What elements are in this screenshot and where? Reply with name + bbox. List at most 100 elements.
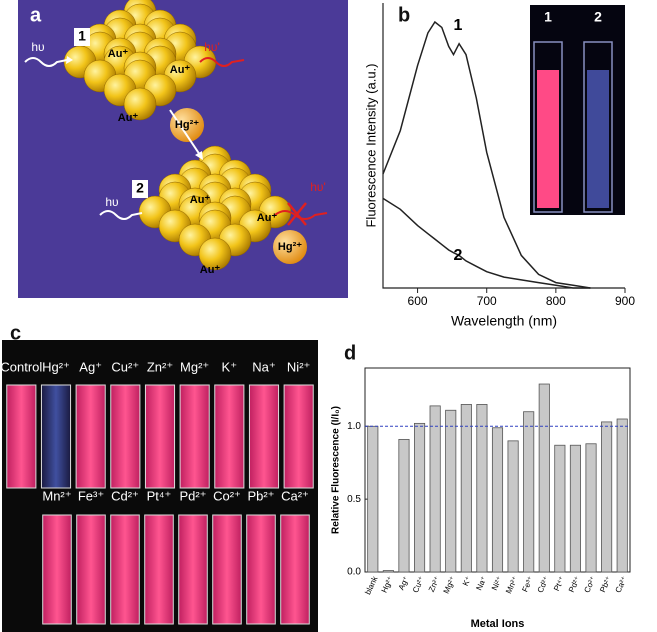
x-tick-label: 700 xyxy=(477,294,497,308)
vial-label: Zn²⁺ xyxy=(147,359,173,374)
bar xyxy=(569,444,581,573)
vial xyxy=(283,384,314,489)
gold-atom xyxy=(198,237,232,271)
transition-arrow xyxy=(169,109,201,156)
diagram-label: hυ' xyxy=(310,180,326,194)
bar xyxy=(507,440,519,573)
x-tick-label: Ca²⁺ xyxy=(614,575,629,594)
number-box xyxy=(74,28,90,46)
diagram-label: Au⁺ xyxy=(170,64,191,76)
bar xyxy=(460,404,472,573)
light-in xyxy=(99,210,143,220)
bar xyxy=(538,383,550,573)
x-axis-label: Metal Ions xyxy=(471,618,525,630)
bar xyxy=(523,411,535,573)
x-tick-label: Mn²⁺ xyxy=(504,575,520,595)
x-tick-label: 900 xyxy=(615,294,635,308)
vial xyxy=(76,514,106,625)
bar xyxy=(601,421,613,573)
x-tick-label: Mg²⁺ xyxy=(442,575,458,595)
axis-frame xyxy=(382,3,625,289)
bar xyxy=(382,570,394,573)
y-tick-label: 0.0 xyxy=(347,567,361,578)
x-tick-label: blank xyxy=(363,574,380,596)
bar xyxy=(585,443,597,573)
cross xyxy=(287,202,307,226)
light-out xyxy=(199,57,245,67)
panel-label: b xyxy=(398,4,410,26)
diagram-label: Hg²⁺ xyxy=(278,241,302,253)
spectrum-line xyxy=(382,197,591,289)
gold-atom xyxy=(123,87,157,121)
x-tick-label: K⁺ xyxy=(461,575,473,587)
vial-label: Pd²⁺ xyxy=(179,488,206,503)
vial xyxy=(40,384,72,489)
diagram-label: hυ' xyxy=(204,40,220,54)
vial-label: Control xyxy=(0,359,42,374)
vial-label: Cu²⁺ xyxy=(111,359,139,374)
x-tick-label: Pd²⁺ xyxy=(567,575,582,594)
vial xyxy=(144,514,174,625)
series-label: 1 xyxy=(454,17,463,34)
x-tick-label: 800 xyxy=(546,294,566,308)
vial xyxy=(246,514,276,625)
x-tick-label: Co²⁺ xyxy=(582,575,597,594)
diagram-label: Au⁺ xyxy=(190,194,211,206)
vial-solution xyxy=(587,70,609,208)
diagram-label: Au⁺ xyxy=(108,48,129,60)
vial-solution xyxy=(537,70,559,208)
vial xyxy=(214,384,245,489)
x-tick-label: Na⁺ xyxy=(474,575,488,592)
number-box xyxy=(132,180,148,198)
vial xyxy=(75,384,106,489)
panel-label: a xyxy=(30,4,42,26)
vial-label: Mg²⁺ xyxy=(180,359,209,374)
diagram-label: hυ xyxy=(105,195,118,209)
vial xyxy=(110,384,141,489)
panel-label: d xyxy=(344,342,356,364)
inset-label: 2 xyxy=(594,9,602,25)
vial xyxy=(248,384,280,489)
vial xyxy=(280,514,310,625)
vial xyxy=(110,514,140,625)
content: a b c d 1 hυ hυ' Au⁺ Au⁺ Au⁺ Hg²⁺ 2 hυ hυ' Au⁺ Au⁺ Au⁺ Hg… xyxy=(0,0,636,630)
vial xyxy=(178,514,208,625)
vial xyxy=(6,384,37,489)
vial-label: Fe³⁺ xyxy=(78,488,104,503)
bar xyxy=(367,425,379,573)
bar xyxy=(616,418,628,573)
x-tick-label: Zn²⁺ xyxy=(427,575,442,594)
diagram-label: Au⁺ xyxy=(118,112,139,124)
bar xyxy=(414,422,426,573)
vial-label: K⁺ xyxy=(222,359,238,374)
vial-label: Co²⁺ xyxy=(213,488,241,503)
x-tick-label: Pb²⁺ xyxy=(598,575,613,594)
vial xyxy=(533,41,563,213)
diagram-label: 2 xyxy=(136,180,144,196)
vial-label: Pb²⁺ xyxy=(247,488,274,503)
vial xyxy=(179,384,210,489)
x-tick-label: Ni²⁺ xyxy=(490,575,504,592)
vial-label: Mn²⁺ xyxy=(42,488,71,503)
bar xyxy=(491,427,504,573)
y-tick-label: 1.0 xyxy=(347,421,361,432)
diagram-label: hυ xyxy=(31,40,44,54)
vial-label: Ca²⁺ xyxy=(281,488,309,503)
arrow-head xyxy=(66,56,73,64)
bar xyxy=(554,444,566,573)
vial xyxy=(42,514,72,625)
vial xyxy=(212,514,242,625)
hg-ion xyxy=(170,108,204,142)
panel-label: c xyxy=(10,322,21,344)
vial-label: Cd²⁺ xyxy=(111,488,139,503)
x-tick-label: Ag⁺ xyxy=(397,575,411,592)
bar xyxy=(476,404,488,573)
x-axis-label: Wavelength (nm) xyxy=(451,313,557,329)
y-axis-label: Fluorescence Intensity (a.u.) xyxy=(363,63,378,227)
spectrum-line xyxy=(382,20,591,289)
inset-label: 1 xyxy=(544,9,552,25)
series-label: 2 xyxy=(454,247,463,264)
diagram-label: Au⁺ xyxy=(257,212,278,224)
y-tick-label: 0.5 xyxy=(347,494,361,505)
